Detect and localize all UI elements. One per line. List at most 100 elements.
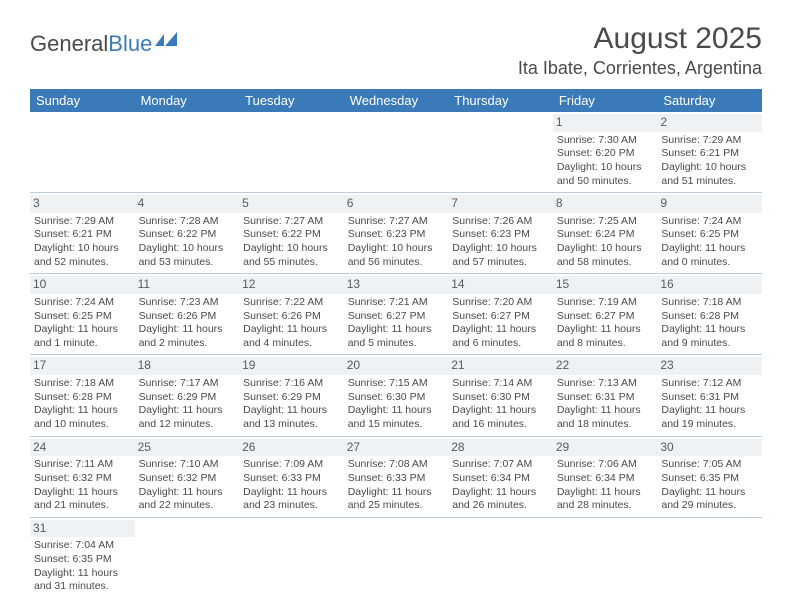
sunset-text: Sunset: 6:23 PM <box>452 228 549 242</box>
calendar-cell: 1Sunrise: 7:30 AMSunset: 6:20 PMDaylight… <box>553 112 658 193</box>
day-number: 31 <box>30 520 135 538</box>
sunrise-text: Sunrise: 7:19 AM <box>557 296 654 310</box>
month-title: August 2025 <box>518 22 762 56</box>
day-number: 4 <box>135 195 240 213</box>
daylight-text: Daylight: 11 hours and 25 minutes. <box>348 486 445 513</box>
sunrise-text: Sunrise: 7:15 AM <box>348 377 445 391</box>
day-info: Sunrise: 7:04 AMSunset: 6:35 PMDaylight:… <box>34 539 131 594</box>
calendar-cell: 11Sunrise: 7:23 AMSunset: 6:26 PMDayligh… <box>135 274 240 355</box>
sunset-text: Sunset: 6:21 PM <box>661 147 758 161</box>
calendar-cell: 22Sunrise: 7:13 AMSunset: 6:31 PMDayligh… <box>553 355 658 436</box>
day-info: Sunrise: 7:30 AMSunset: 6:20 PMDaylight:… <box>557 134 654 189</box>
daylight-text: Daylight: 11 hours and 19 minutes. <box>661 404 758 431</box>
sunrise-text: Sunrise: 7:09 AM <box>243 458 340 472</box>
day-number: 10 <box>30 276 135 294</box>
calendar-cell: 4Sunrise: 7:28 AMSunset: 6:22 PMDaylight… <box>135 193 240 274</box>
calendar-cell: . <box>448 112 553 193</box>
daylight-text: Daylight: 11 hours and 12 minutes. <box>139 404 236 431</box>
daylight-text: Daylight: 11 hours and 5 minutes. <box>348 323 445 350</box>
day-info: Sunrise: 7:12 AMSunset: 6:31 PMDaylight:… <box>661 377 758 432</box>
day-info: Sunrise: 7:20 AMSunset: 6:27 PMDaylight:… <box>452 296 549 351</box>
daylight-text: Daylight: 11 hours and 1 minute. <box>34 323 131 350</box>
calendar-cell: 5Sunrise: 7:27 AMSunset: 6:22 PMDaylight… <box>239 193 344 274</box>
sunset-text: Sunset: 6:20 PM <box>557 147 654 161</box>
sunrise-text: Sunrise: 7:25 AM <box>557 215 654 229</box>
daylight-text: Daylight: 11 hours and 0 minutes. <box>661 242 758 269</box>
sunrise-text: Sunrise: 7:08 AM <box>348 458 445 472</box>
calendar-cell: 9 Sunrise: 7:24 AMSunset: 6:25 PMDaylight… <box>657 193 762 274</box>
daylight-text: Daylight: 11 hours and 2 minutes. <box>139 323 236 350</box>
sunset-text: Sunset: 6:33 PM <box>243 472 340 486</box>
day-info: Sunrise: 7:24 AMSunset: 6:25 PMDaylight:… <box>34 296 131 351</box>
day-info: Sunrise: 7:24 AMSunset: 6:25 PMDaylight:… <box>661 215 758 270</box>
sunrise-text: Sunrise: 7:24 AM <box>34 296 131 310</box>
sunset-text: Sunset: 6:31 PM <box>557 391 654 405</box>
sunrise-text: Sunrise: 7:17 AM <box>139 377 236 391</box>
daylight-text: Daylight: 10 hours and 51 minutes. <box>661 161 758 188</box>
sunrise-text: Sunrise: 7:21 AM <box>348 296 445 310</box>
day-info: Sunrise: 7:14 AMSunset: 6:30 PMDaylight:… <box>452 377 549 432</box>
daylight-text: Daylight: 11 hours and 21 minutes. <box>34 486 131 513</box>
logo-text-2: Blue <box>108 31 152 57</box>
calendar-cell: 12Sunrise: 7:22 AMSunset: 6:26 PMDayligh… <box>239 274 344 355</box>
flag-icon <box>155 30 181 56</box>
day-info: Sunrise: 7:25 AMSunset: 6:24 PMDaylight:… <box>557 215 654 270</box>
day-info: Sunrise: 7:16 AMSunset: 6:29 PMDaylight:… <box>243 377 340 432</box>
calendar-week: 17Sunrise: 7:18 AMSunset: 6:28 PMDayligh… <box>30 355 762 436</box>
calendar-table: SundayMondayTuesdayWednesdayThursdayFrid… <box>30 89 762 598</box>
day-info: Sunrise: 7:13 AMSunset: 6:31 PMDaylight:… <box>557 377 654 432</box>
day-number: 13 <box>344 276 449 294</box>
daylight-text: Daylight: 10 hours and 58 minutes. <box>557 242 654 269</box>
day-number: 8 <box>553 195 658 213</box>
sunrise-text: Sunrise: 7:22 AM <box>243 296 340 310</box>
sunrise-text: Sunrise: 7:13 AM <box>557 377 654 391</box>
calendar-cell: 21Sunrise: 7:14 AMSunset: 6:30 PMDayligh… <box>448 355 553 436</box>
calendar-cell: 29Sunrise: 7:06 AMSunset: 6:34 PMDayligh… <box>553 436 658 517</box>
sunrise-text: Sunrise: 7:05 AM <box>661 458 758 472</box>
sunset-text: Sunset: 6:34 PM <box>557 472 654 486</box>
sunrise-text: Sunrise: 7:28 AM <box>139 215 236 229</box>
calendar-week: .....1Sunrise: 7:30 AMSunset: 6:20 PMDay… <box>30 112 762 193</box>
day-number: 5 <box>239 195 344 213</box>
calendar-page: GeneralBlue August 2025 Ita Ibate, Corri… <box>0 0 792 598</box>
weekday-header: Saturday <box>657 89 762 112</box>
day-number: 26 <box>239 439 344 457</box>
daylight-text: Daylight: 11 hours and 29 minutes. <box>661 486 758 513</box>
sunset-text: Sunset: 6:32 PM <box>34 472 131 486</box>
day-info: Sunrise: 7:21 AMSunset: 6:27 PMDaylight:… <box>348 296 445 351</box>
calendar-cell: 28Sunrise: 7:07 AMSunset: 6:34 PMDayligh… <box>448 436 553 517</box>
sunrise-text: Sunrise: 7:29 AM <box>661 134 758 148</box>
calendar-cell: 26Sunrise: 7:09 AMSunset: 6:33 PMDayligh… <box>239 436 344 517</box>
day-number: 9 <box>657 195 762 213</box>
day-info: Sunrise: 7:10 AMSunset: 6:32 PMDaylight:… <box>139 458 236 513</box>
calendar-cell: . <box>135 112 240 193</box>
calendar-body: .....1Sunrise: 7:30 AMSunset: 6:20 PMDay… <box>30 112 762 598</box>
calendar-cell: . <box>657 517 762 598</box>
calendar-week: 24Sunrise: 7:11 AMSunset: 6:32 PMDayligh… <box>30 436 762 517</box>
sunset-text: Sunset: 6:25 PM <box>34 310 131 324</box>
sunset-text: Sunset: 6:24 PM <box>557 228 654 242</box>
sunset-text: Sunset: 6:29 PM <box>243 391 340 405</box>
calendar-cell: 20 Sunrise: 7:15 AMSunset: 6:30 PMDayligh… <box>344 355 449 436</box>
day-number: 23 <box>657 357 762 375</box>
weekday-header: Thursday <box>448 89 553 112</box>
sunrise-text: Sunrise: 7:23 AM <box>139 296 236 310</box>
calendar-cell: 3Sunrise: 7:29 AMSunset: 6:21 PMDaylight… <box>30 193 135 274</box>
calendar-week: 31Sunrise: 7:04 AMSunset: 6:35 PMDayligh… <box>30 517 762 598</box>
day-number: 19 <box>239 357 344 375</box>
daylight-text: Daylight: 11 hours and 28 minutes. <box>557 486 654 513</box>
daylight-text: Daylight: 10 hours and 52 minutes. <box>34 242 131 269</box>
logo: GeneralBlue <box>30 30 181 58</box>
day-info: Sunrise: 7:15 AMSunset: 6:30 PMDaylight:… <box>348 377 445 432</box>
sunset-text: Sunset: 6:22 PM <box>243 228 340 242</box>
calendar-cell: . <box>344 112 449 193</box>
day-number: 20 <box>344 357 449 375</box>
sunset-text: Sunset: 6:27 PM <box>557 310 654 324</box>
day-info: Sunrise: 7:17 AMSunset: 6:29 PMDaylight:… <box>139 377 236 432</box>
calendar-cell: 13 Sunrise: 7:21 AMSunset: 6:27 PMDayligh… <box>344 274 449 355</box>
sunrise-text: Sunrise: 7:30 AM <box>557 134 654 148</box>
day-info: Sunrise: 7:11 AMSunset: 6:32 PMDaylight:… <box>34 458 131 513</box>
location: Ita Ibate, Corrientes, Argentina <box>518 58 762 79</box>
calendar-cell: . <box>239 112 344 193</box>
sunrise-text: Sunrise: 7:26 AM <box>452 215 549 229</box>
